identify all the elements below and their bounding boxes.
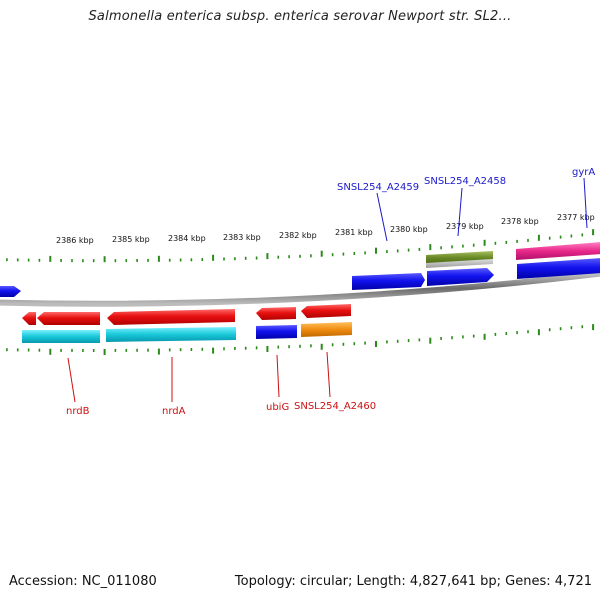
gene-arrow-sns1254-a2458[interactable] — [427, 268, 494, 286]
map-title: Salmonella enterica subsp. enterica sero… — [88, 9, 512, 24]
reverse-strand — [22, 304, 351, 325]
scale-ticks-top — [6, 229, 595, 263]
cog-bar-cyan-nrdb — [22, 330, 100, 343]
genome-backbone — [0, 270, 600, 307]
leader-sns1254-a2458 — [457, 187, 463, 237]
scale-label-2382: 2382 kbp — [279, 231, 317, 240]
gene-label-nrda[interactable]: nrdA — [162, 406, 186, 417]
gene-arrow-sns1254-a2459[interactable] — [352, 273, 425, 290]
gene-label-sns1254-a2458[interactable]: SNSL254_A2458 — [424, 176, 506, 187]
scale-label-2386: 2386 kbp — [56, 236, 94, 245]
gene-arrow-forward[interactable] — [0, 286, 21, 297]
label-leaders — [67, 177, 588, 403]
gene-arrow-sns1254-a2460[interactable] — [301, 304, 351, 318]
cog-bar-orange — [301, 322, 352, 337]
cog-bar-magenta — [516, 242, 600, 260]
genome-summary-text: Topology: circular; Length: 4,827,641 bp… — [234, 574, 592, 589]
cog-bar-blue-ubig — [256, 325, 297, 339]
scale-label-2385: 2385 kbp — [112, 235, 150, 244]
accession-text: Accession: NC_011080 — [9, 574, 157, 589]
scale-label-2378: 2378 kbp — [501, 217, 539, 226]
scale-label-2380: 2380 kbp — [390, 225, 428, 234]
leader-nrdb — [67, 357, 76, 403]
gene-arrow-reverse-small[interactable] — [22, 312, 36, 325]
scale-labels: 2386 kbp 2385 kbp 2384 kbp 2383 kbp 2382… — [56, 213, 595, 245]
cog-bar-cyan-nrda — [106, 327, 236, 342]
leader-sns1254-a2459 — [376, 192, 388, 242]
scale-label-2384: 2384 kbp — [168, 234, 206, 243]
gene-arrow-ubig[interactable] — [256, 307, 296, 320]
gene-label-sns1254-a2459[interactable]: SNSL254_A2459 — [337, 182, 419, 193]
leader-gyra — [583, 177, 588, 229]
leader-ubig — [276, 354, 280, 398]
gene-label-gyra[interactable]: gyrA — [572, 167, 595, 178]
gene-label-sns1254-a2460[interactable]: SNSL254_A2460 — [294, 401, 376, 412]
scale-label-2377: 2377 kbp — [557, 213, 595, 222]
gene-arrow-nrda[interactable] — [107, 309, 235, 325]
scale-label-2379: 2379 kbp — [446, 222, 484, 231]
reverse-cog-row — [22, 322, 352, 343]
cog-bar-gray — [426, 259, 493, 268]
scale-label-2383: 2383 kbp — [223, 233, 261, 242]
forward-strand — [0, 258, 600, 297]
leader-sns1254-a2460 — [326, 351, 331, 398]
gene-arrow-nrdb[interactable] — [37, 312, 100, 325]
gene-label-nrdb[interactable]: nrdB — [66, 406, 90, 417]
gene-label-ubig[interactable]: ubiG — [266, 402, 289, 413]
scale-ticks-bottom — [6, 324, 595, 355]
gene-labels: SNSL254_A2459 SNSL254_A2458 gyrA nrdB nr… — [66, 167, 595, 417]
forward-cog-row — [426, 242, 600, 268]
gene-arrow-gyra[interactable] — [517, 258, 600, 279]
scale-label-2381: 2381 kbp — [335, 228, 373, 237]
